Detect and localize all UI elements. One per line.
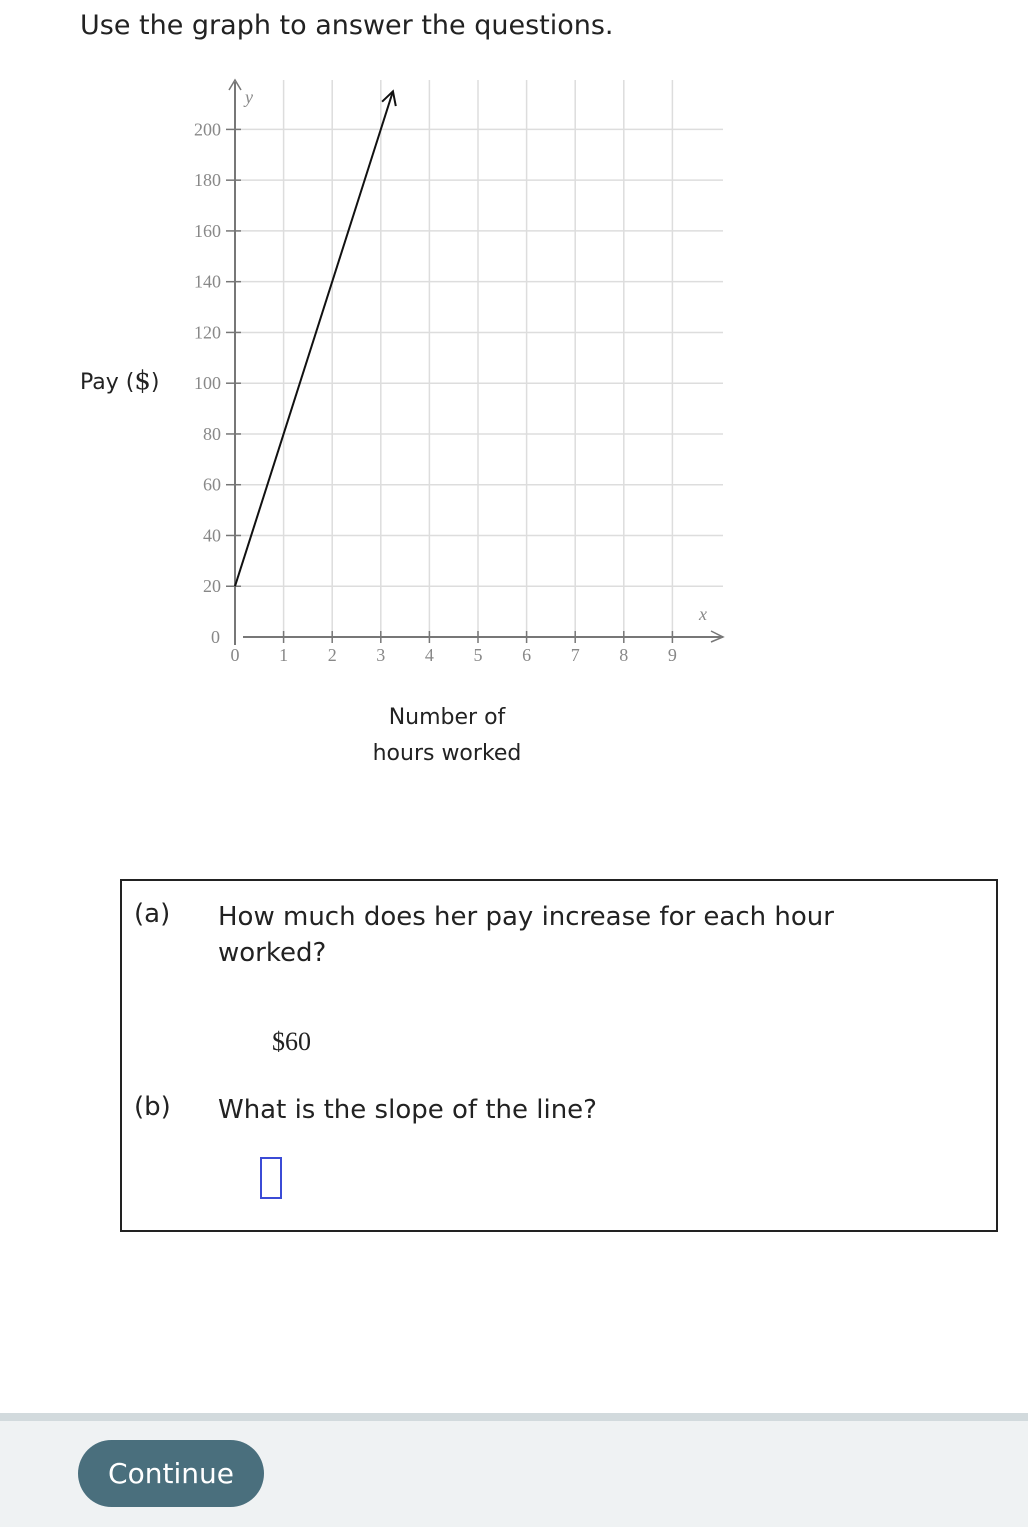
y-tick-label: 60 — [203, 475, 221, 495]
y-tick-label: 180 — [194, 170, 221, 190]
question-b-label: (b) — [134, 1092, 171, 1122]
y-tick-label: 0 — [211, 627, 220, 647]
y-tick-label: 100 — [194, 373, 221, 393]
answer-a: $60 — [272, 1027, 311, 1056]
x-tick-label: 5 — [474, 645, 483, 665]
x-tick-label: 7 — [571, 645, 580, 665]
x-axis-variable: x — [698, 604, 707, 624]
x-axis-label-line2: hours worked — [372, 741, 522, 766]
y-axis-label-close: ) — [150, 370, 160, 395]
y-tick-label: 20 — [203, 576, 221, 596]
question-a: (a) How much does her pay increase for e… — [134, 899, 834, 1056]
question-b-text: What is the slope of the line? — [218, 1095, 597, 1125]
y-axis-unit: $ — [134, 366, 151, 396]
x-tick-label: 1 — [279, 645, 288, 665]
y-axis-arrow-icon — [228, 78, 242, 91]
question-a-text: How much does her pay increase for each … — [218, 899, 918, 971]
x-tick-label: 9 — [668, 645, 677, 665]
data-line — [234, 91, 394, 587]
x-tick-label: 6 — [522, 645, 531, 665]
line-arrow-icon — [381, 89, 397, 107]
questions-box: (a) How much does her pay increase for e… — [120, 879, 998, 1232]
y-axis-variable: y — [243, 87, 253, 107]
question-a-line2: worked? — [218, 938, 327, 968]
y-tick-label: 40 — [203, 525, 221, 545]
y-axis-label-text: Pay ( — [80, 370, 135, 395]
y-tick-label: 160 — [194, 221, 221, 241]
y-axis-label: Pay ($) — [80, 366, 160, 396]
x-tick-label: 0 — [231, 645, 240, 665]
question-b: (b) What is the slope of the line? — [134, 1092, 597, 1125]
x-tick-label: 3 — [376, 645, 385, 665]
y-tick-label: 80 — [203, 424, 221, 444]
x-axis-arrow-icon — [710, 630, 725, 643]
x-tick-label: 2 — [328, 645, 337, 665]
question-a-label: (a) — [134, 899, 171, 929]
x-tick-label: 4 — [425, 645, 434, 665]
question-a-line1: How much does her pay increase for each … — [218, 902, 834, 932]
x-tick-label: 8 — [619, 645, 628, 665]
y-tick-label: 200 — [194, 119, 221, 139]
line-graph: y x 0 1 2 3 4 5 6 7 8 9 0 20 40 60 80 100 120 140 160 180 200 — [194, 78, 725, 665]
prompt-text: Use the graph to answer the questions. — [80, 10, 614, 41]
y-tick-label: 120 — [194, 322, 221, 342]
slope-answer-input[interactable] — [260, 1157, 282, 1199]
x-axis-label: Number of hours worked — [347, 700, 547, 772]
x-axis-label-line1: Number of — [388, 705, 506, 730]
y-tick-label: 140 — [194, 272, 221, 292]
continue-button[interactable]: Continue — [78, 1440, 264, 1507]
